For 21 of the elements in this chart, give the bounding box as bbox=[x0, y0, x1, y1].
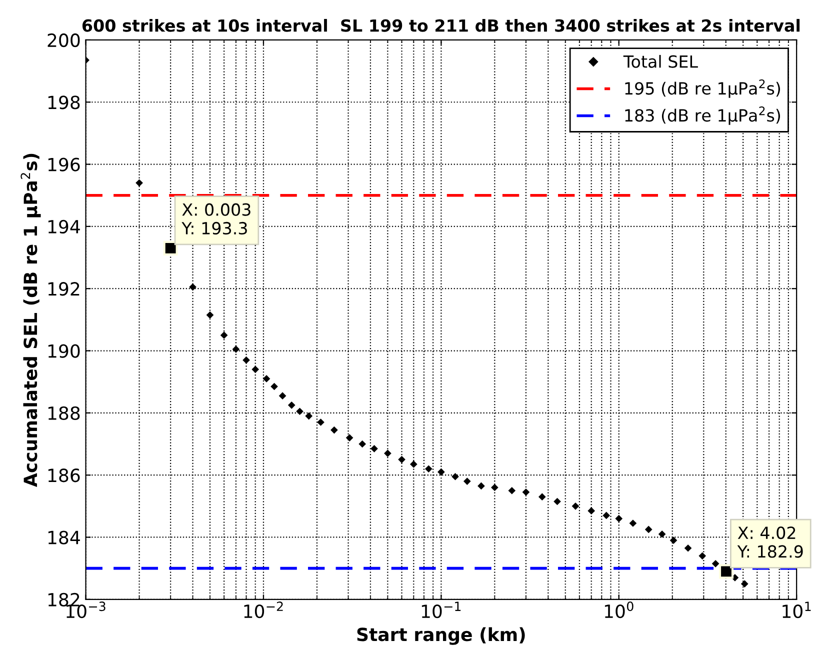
x-tick-label: 10$^{1}$ bbox=[782, 602, 811, 618]
x-tick-label: 10$^{0}$ bbox=[604, 602, 634, 618]
y-tick-label: 192 bbox=[48, 282, 80, 296]
x-axis-title: Start range (km) bbox=[357, 627, 525, 645]
y-tick-label: 194 bbox=[48, 220, 80, 234]
annotation: X: 0.003 Y: 193.3 bbox=[182, 203, 250, 235]
legend-label: Total SEL bbox=[623, 54, 698, 68]
y-tick-label: 200 bbox=[48, 33, 80, 48]
legend-label: 195 (dB re 1μPa$^{2}$s) bbox=[625, 79, 780, 98]
x-tick-label: 10$^{−1}$ bbox=[422, 602, 461, 618]
y-tick-label: 190 bbox=[48, 344, 80, 358]
y-tick-label: 188 bbox=[48, 406, 80, 420]
y-tick-label: 184 bbox=[48, 530, 80, 544]
y-tick-label: 198 bbox=[48, 96, 80, 110]
y-tick-label: 196 bbox=[48, 158, 80, 172]
annotation: X: 4.02 Y: 182.9 bbox=[737, 526, 803, 558]
y-axis-title: Accumalated SEL (dB re 1 μPa$^{2}$s) bbox=[20, 154, 41, 487]
x-tick-label: 10$^{−2}$ bbox=[244, 602, 283, 618]
y-tick-label: 186 bbox=[48, 468, 80, 482]
legend-label: 183 (dB re 1μPa$^{2}$s) bbox=[625, 106, 780, 125]
chart-title: 600 strikes at 10s interval SL 199 to 211 dB then 3400 strikes at 2s interval bbox=[82, 18, 800, 32]
